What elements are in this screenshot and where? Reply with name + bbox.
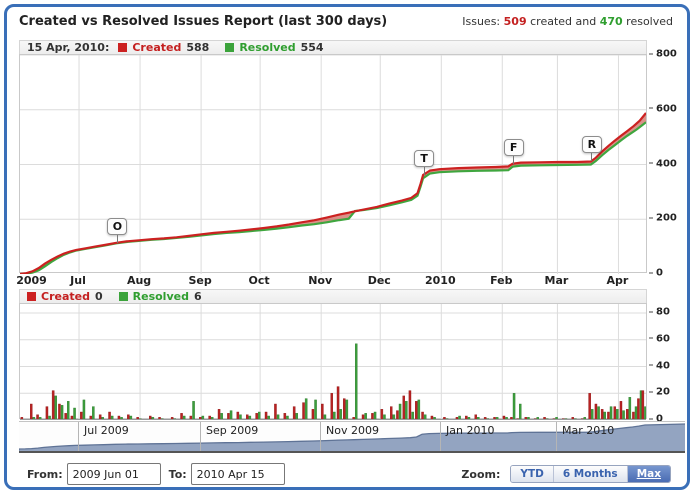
daily-chart-canvas bbox=[20, 304, 646, 420]
flag-stem bbox=[116, 234, 118, 243]
daily-chart-legend: Created 0 Resolved 6 bbox=[19, 289, 647, 304]
navigator-month-label: Jan 2010 bbox=[446, 424, 495, 437]
y-tick-label: 600 bbox=[649, 103, 677, 114]
x-tick-label: Sep bbox=[188, 274, 212, 287]
x-tick-label: Nov bbox=[308, 274, 333, 287]
flag-stem bbox=[423, 166, 425, 175]
navigator-divider bbox=[556, 422, 557, 451]
summary-mid: created and bbox=[530, 15, 597, 28]
flag-label: F bbox=[503, 138, 524, 156]
x-tick-label: Mar bbox=[544, 274, 569, 287]
y-tick-label: 40 bbox=[649, 360, 670, 371]
report-header: Created vs Resolved Issues Report (last … bbox=[19, 14, 681, 38]
flag-label: R bbox=[581, 136, 602, 154]
page-title: Created vs Resolved Issues Report (last … bbox=[19, 14, 388, 29]
x-tick-label: 2009 bbox=[16, 274, 47, 287]
y-tick-label: 400 bbox=[649, 158, 677, 169]
navigator-divider bbox=[320, 422, 321, 451]
y-tick-label: 0 bbox=[649, 414, 663, 425]
resolved-legend-label[interactable]: Resolved bbox=[239, 41, 296, 54]
to-label: To: bbox=[168, 467, 187, 481]
from-date-input[interactable] bbox=[66, 463, 161, 485]
main-chart-plot[interactable]: O T F R bbox=[19, 54, 647, 274]
flag-marker-o[interactable]: O bbox=[107, 217, 128, 243]
x-tick-label: Oct bbox=[248, 274, 270, 287]
summary-suffix: resolved bbox=[626, 15, 673, 28]
flag-label: T bbox=[414, 149, 435, 167]
resolved-swatch-icon bbox=[118, 292, 128, 301]
daily-resolved-value: 6 bbox=[193, 290, 202, 303]
daily-chart-yaxis: 0 20 40 60 80 bbox=[649, 303, 685, 425]
y-tick-label: 800 bbox=[649, 49, 677, 60]
report-frame: Created vs Resolved Issues Report (last … bbox=[4, 4, 690, 490]
y-tick-label: 0 bbox=[649, 268, 663, 279]
x-tick-label: 2010 bbox=[424, 274, 456, 287]
range-navigator[interactable]: Jul 2009 Sep 2009 Nov 2009 Jan 2010 Mar 2010 bbox=[19, 421, 685, 453]
main-chart-yaxis: 0 200 400 600 800 bbox=[649, 49, 685, 279]
created-swatch-icon bbox=[27, 292, 36, 301]
resolved-legend-value: 554 bbox=[300, 41, 324, 54]
y-tick-label: 80 bbox=[649, 307, 670, 318]
navigator-divider bbox=[200, 422, 201, 451]
flag-label: O bbox=[107, 217, 128, 235]
daily-chart-plot[interactable] bbox=[19, 303, 647, 420]
navigator-divider bbox=[440, 422, 441, 451]
created-legend-label[interactable]: Created bbox=[132, 41, 182, 54]
created-legend-value: 588 bbox=[186, 41, 210, 54]
x-tick-label: Jul bbox=[70, 274, 86, 287]
flag-marker-f[interactable]: F bbox=[503, 138, 524, 164]
issues-summary: Issues: 509 created and 470 resolved bbox=[462, 15, 681, 28]
main-chart-xaxis: 2009 Jul Aug Sep Oct Nov Dec 2010 Feb Mar Apr bbox=[16, 273, 647, 289]
hover-date-label: 15 Apr, 2010: bbox=[27, 41, 110, 54]
flag-marker-r[interactable]: R bbox=[581, 136, 602, 162]
main-chart-canvas bbox=[20, 55, 646, 274]
zoom-ytd-button[interactable]: YTD bbox=[511, 466, 553, 482]
navigator-divider bbox=[78, 422, 79, 451]
zoom-label: Zoom: bbox=[461, 467, 501, 481]
created-swatch-icon bbox=[118, 43, 128, 52]
main-chart-legend: 15 Apr, 2010: Created 588 Resolved 554 bbox=[19, 40, 647, 55]
flag-stem bbox=[513, 155, 515, 164]
x-tick-label: Aug bbox=[126, 274, 152, 287]
y-tick-label: 60 bbox=[649, 333, 670, 344]
controls-bar: From: To: Zoom: YTD 6 Months Max bbox=[19, 453, 681, 487]
navigator-month-label: Sep 2009 bbox=[206, 424, 259, 437]
from-label: From: bbox=[27, 467, 63, 481]
x-tick-label: Apr bbox=[606, 274, 629, 287]
zoom-max-button[interactable]: Max bbox=[626, 466, 670, 482]
zoom-segmented-control: YTD 6 Months Max bbox=[510, 465, 671, 483]
x-tick-label: Feb bbox=[490, 274, 513, 287]
summary-prefix: Issues: bbox=[462, 15, 501, 28]
navigator-canvas bbox=[19, 423, 685, 451]
resolved-total: 470 bbox=[599, 15, 623, 28]
flag-stem bbox=[591, 153, 593, 162]
y-tick-label: 200 bbox=[649, 213, 677, 224]
flag-marker-t[interactable]: T bbox=[414, 149, 435, 175]
created-total: 509 bbox=[503, 15, 527, 28]
navigator-month-label: Nov 2009 bbox=[326, 424, 379, 437]
daily-resolved-label[interactable]: Resolved bbox=[132, 290, 189, 303]
zoom-group: Zoom: YTD 6 Months Max bbox=[461, 465, 671, 483]
daily-created-value: 0 bbox=[94, 290, 103, 303]
y-tick-label: 20 bbox=[649, 387, 670, 398]
daily-created-label[interactable]: Created bbox=[41, 290, 90, 303]
navigator-month-label: Mar 2010 bbox=[562, 424, 615, 437]
navigator-month-label: Jul 2009 bbox=[84, 424, 129, 437]
x-tick-label: Dec bbox=[367, 274, 391, 287]
zoom-6months-button[interactable]: 6 Months bbox=[552, 466, 627, 482]
to-date-input[interactable] bbox=[190, 463, 285, 485]
resolved-swatch-icon bbox=[225, 43, 235, 52]
